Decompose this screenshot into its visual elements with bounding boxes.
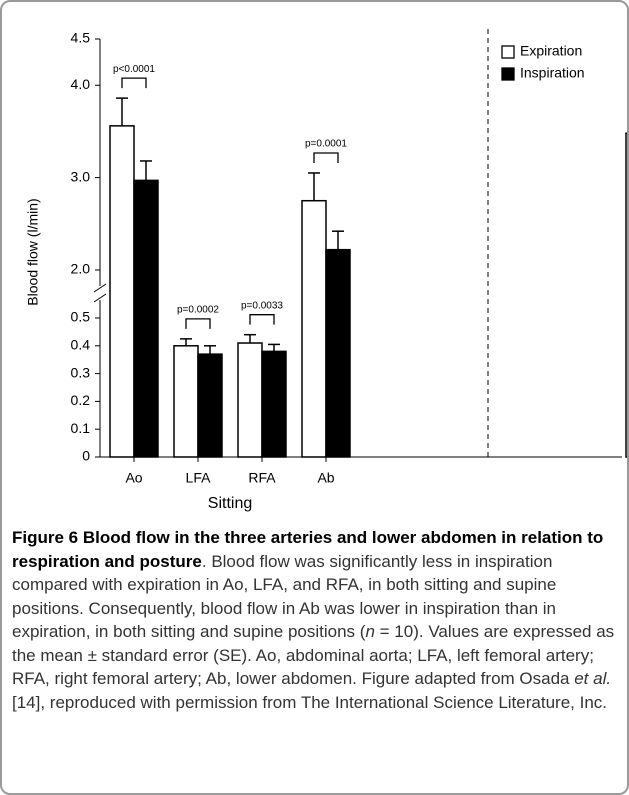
caption-title: Blood flow in the three arteries and low… [12,528,604,571]
y-tick-label: 2.0 [71,261,91,277]
p-value: p=0.0033 [241,300,283,311]
caption-body: [14], reproduced with permission from Th… [12,692,607,712]
legend-swatch [501,45,515,59]
y-tick-label: 4.5 [71,30,91,46]
x-tick-label: Ab [317,470,334,486]
axis-break [93,283,107,293]
bar [197,353,223,458]
y-tick-label: 0.1 [71,420,91,436]
caption: Figure 6 Blood flow in the three arterie… [12,526,617,714]
p-value: p=0.0001 [305,139,347,150]
caption-n: n [365,622,375,641]
bar [109,125,135,458]
p-bracket [249,314,275,325]
y-tick-label: 0.3 [71,364,91,380]
y-tick-label: 0.2 [71,392,91,408]
chart: Blood flow (l/min) 0 0.1 0.2 0.3 0.4 0.5 2.0 3.… [25,29,627,512]
x-tick-label: LFA [186,470,212,486]
x-tick-label: RFA [248,470,276,486]
x-tick-label: Ao [125,470,142,486]
bar [173,345,199,458]
bar [133,179,159,458]
bar [261,350,287,458]
p-value: p<0.0001 [113,64,155,75]
y-axis-label: Blood flow (l/min) [25,198,41,305]
p-bracket [185,318,211,329]
caption-body: . Blood flow was significantly less in i… [12,551,557,642]
p-value: p=0.0002 [177,304,219,315]
y-tick-label: 0 [82,448,90,464]
legend-swatch [501,67,515,81]
bar [237,342,263,458]
caption-body: = 10). Values are expressed as the mean … [12,622,615,688]
y-tick-label: 0.5 [71,309,91,325]
y-tick-label: 0.4 [71,337,91,353]
caption-etal: et al. [574,669,612,688]
bar [625,132,627,458]
p-bracket [121,77,147,89]
axis-break [93,293,107,303]
legend-label: Expiration [520,43,582,59]
bar [325,248,351,458]
caption-label: Figure 6 [12,528,79,547]
p-bracket [313,152,339,163]
legend-label: Inspiration [520,65,585,81]
group-label: Sitting [208,495,252,512]
y-tick-label: 3.0 [71,168,91,184]
y-tick-label: 4.0 [71,76,91,92]
bar [301,199,327,458]
